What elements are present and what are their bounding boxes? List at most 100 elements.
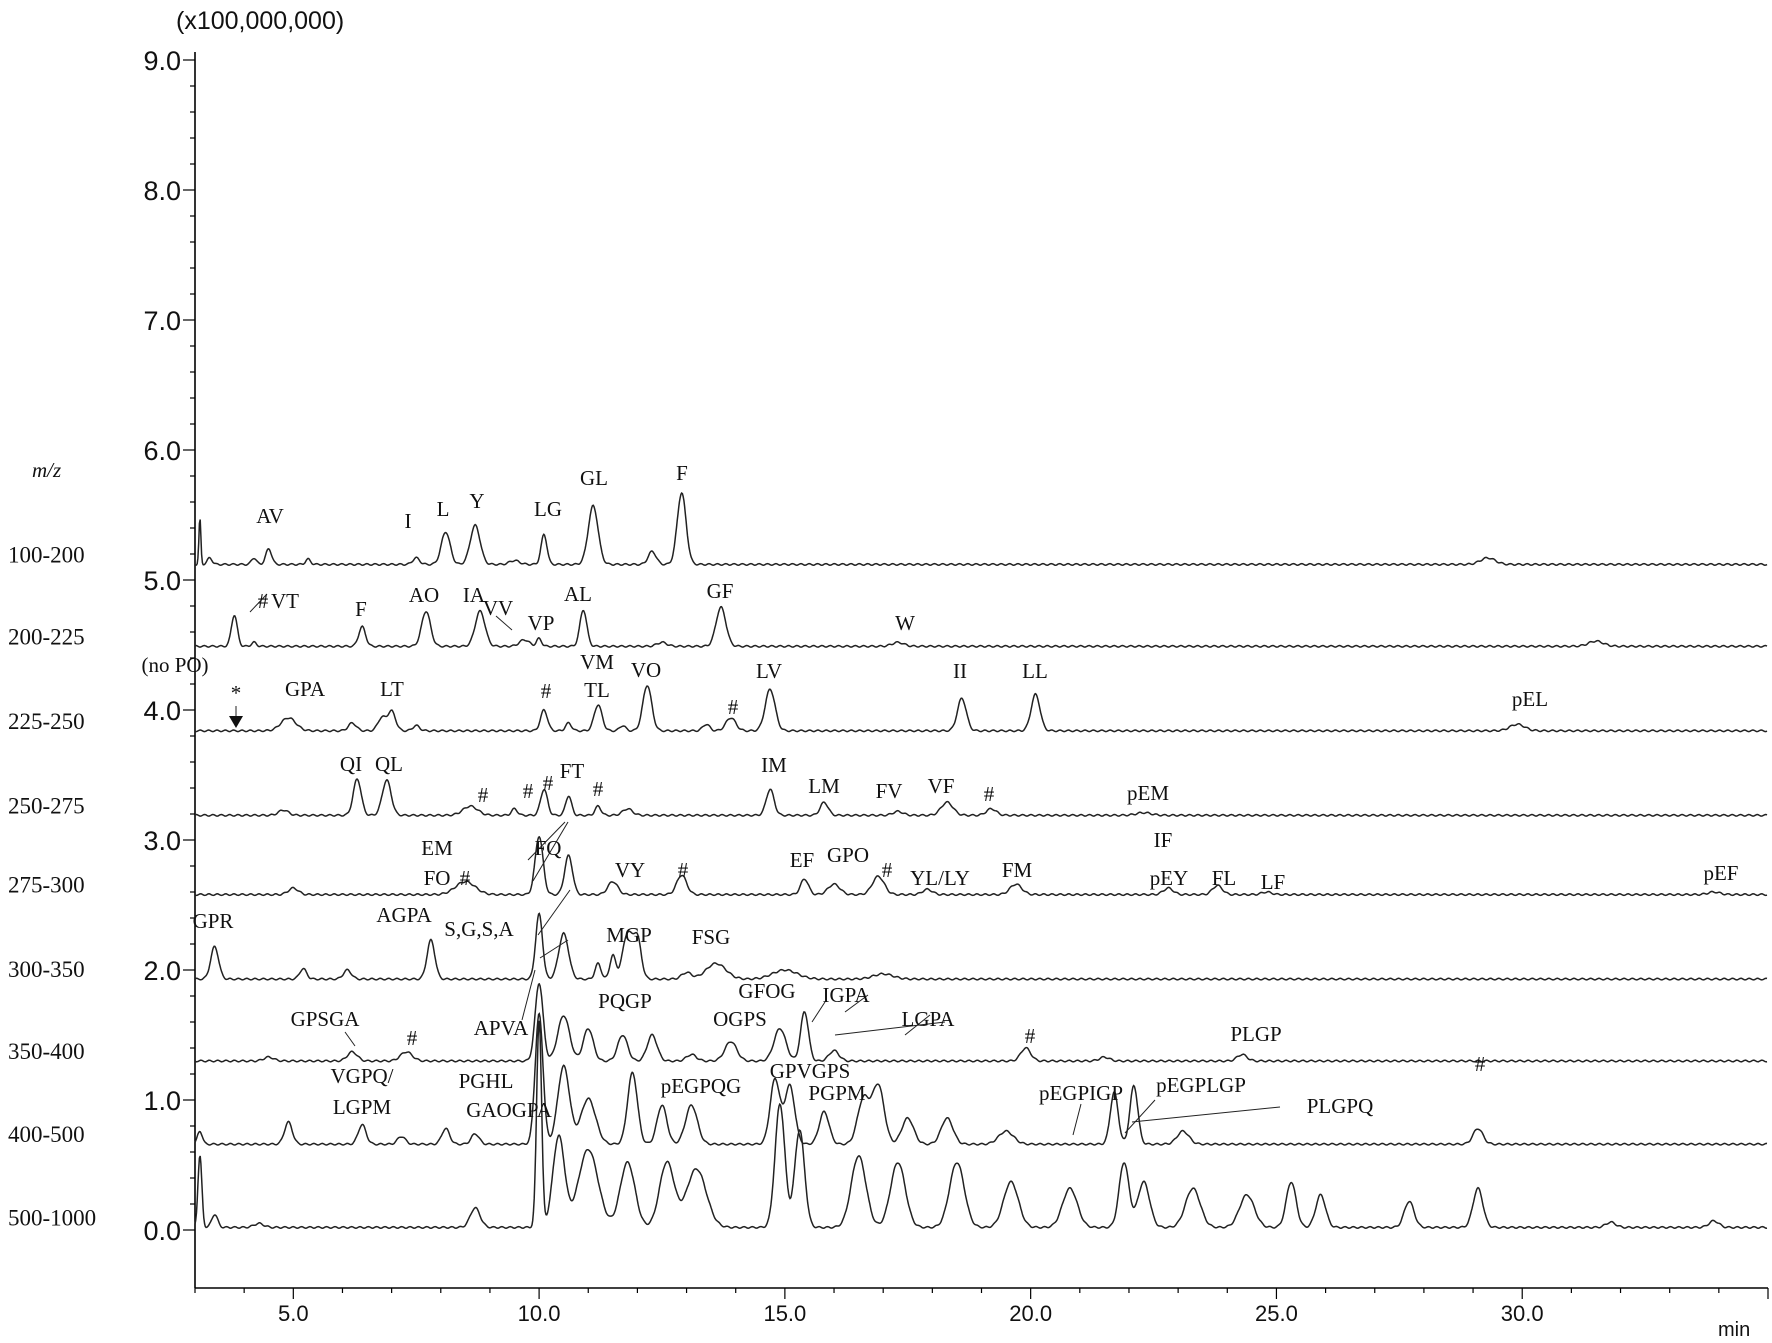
x-tick-label: 25.0 [1255,1301,1298,1326]
peak-label: # [728,695,739,719]
peak-label: PGPM [808,1081,866,1105]
mz-range-label: 300-350 [8,957,85,982]
mz-range-label: 200-225 [8,624,85,649]
peak-label: PGHL [459,1069,514,1093]
peak-label: # [678,858,689,882]
x-tick-label: 30.0 [1501,1301,1544,1326]
trace-line-250-275 [194,778,1768,817]
annotation-leader-line [1072,1103,1082,1136]
annotation-leader-line [527,821,566,861]
peak-label: GF [707,579,734,603]
peak-label: GL [580,466,608,490]
mz-range-label: 500-1000 [8,1205,96,1230]
annotation-leader-line [1131,1106,1281,1123]
annotation-leader-line [249,593,268,613]
peak-label: LGPM [333,1095,392,1119]
peak-label: PLGPQ [1307,1094,1374,1118]
peak-label: LT [380,677,404,701]
axes [194,52,1768,1289]
peak-label: pEL [1512,687,1548,711]
x-tick-label: 20.0 [1009,1301,1052,1326]
peak-label: F [355,597,367,621]
peak-label: Y [469,489,484,513]
peak-label: pEF [1703,861,1738,885]
peak-label: # [1475,1052,1486,1076]
annotation-leader-line [344,1031,356,1047]
peak-label: FQ [535,836,562,860]
peak-label: GPVGPS [770,1059,851,1083]
peak-label: GPA [285,677,326,701]
peak-label: pEGPQG [661,1074,742,1098]
peak-label: GPR [193,909,234,933]
x-axis-label: min [1718,1319,1750,1341]
peak-label: L [437,497,450,521]
mz-axis-title: m/z [32,458,61,482]
y-tick-label: 9.0 [143,46,181,76]
annotation-leader-line [834,1021,946,1036]
no-po-arrow-head [229,716,243,728]
peak-label: IA [463,583,486,607]
peak-label: W [895,611,915,635]
mz-range-label: 400-500 [8,1122,85,1147]
peak-label: LV [756,659,782,683]
y-tick-label: 4.0 [143,696,181,726]
mz-range-label: 350-400 [8,1039,85,1064]
peak-label: (no PO) [141,653,208,677]
peak-label: # [478,783,489,807]
y-tick-label: 8.0 [143,176,181,206]
peak-label: IGPA [822,983,870,1007]
x-tick-label: 10.0 [518,1301,561,1326]
trace-line-200-225 [194,605,1768,648]
mz-range-label: 250-275 [8,793,85,818]
peak-label: AV [256,504,284,528]
axis-ticks: 0.0 1.0 2.0 3.0 4.0 5.0 6.0 7.0 8.0 9.0 5.0 10.0 15.… [143,46,1769,1326]
peak-label: IM [761,753,787,777]
trace-line-350-400 [194,982,1768,1063]
y-tick-label: 3.0 [143,826,181,856]
y-tick-label: 5.0 [143,566,181,596]
annotation-leader-line [521,969,536,1021]
peak-label: GPO [827,843,869,867]
peak-label: APVA [474,1016,529,1040]
peak-label: GAOGPA [466,1098,552,1122]
peak-label: FV [876,779,903,803]
peak-label: PLGP [1230,1022,1281,1046]
trace-line-300-350 [194,912,1768,981]
peak-label: FSG [692,925,731,949]
peak-label: GPSGA [291,1007,361,1031]
peak-label: # [1025,1024,1036,1048]
peak-label: EF [790,848,815,872]
peak-label: FO [424,866,451,890]
annotation-leader-line [904,1014,931,1036]
peak-label: II [953,659,967,683]
peak-label: VO [631,658,661,682]
peak-label: # [258,589,269,613]
trace-line-275-300 [194,835,1768,897]
annotation-leader-line [532,821,569,882]
y-tick-label: 6.0 [143,436,181,466]
y-tick-label: 2.0 [143,956,181,986]
peak-label: YL/LY [910,866,970,890]
peak-label: PQGP [598,989,652,1013]
mz-range-label: 275-300 [8,873,85,898]
peak-label: LGPA [902,1007,956,1031]
peak-label: pEY [1150,866,1189,890]
peak-label: AGPA [376,903,432,927]
peak-label: LL [1022,659,1048,683]
peak-label: FT [560,759,585,783]
peak-label: LG [534,497,562,521]
annotation-leader-line [539,939,569,959]
peak-label: EM [421,836,453,860]
peak-label: VM [580,650,614,674]
peak-label: QL [375,752,403,776]
peak-label: TL [584,678,610,702]
peak-label: # [541,679,552,703]
annotation-leader-line [811,1001,826,1023]
peak-label: FM [1002,858,1033,882]
peak-label: LM [808,774,840,798]
peak-label: pEGPLGP [1156,1073,1246,1097]
mz-range-label: 225-250 [8,709,85,734]
peak-label: VV [483,596,513,620]
